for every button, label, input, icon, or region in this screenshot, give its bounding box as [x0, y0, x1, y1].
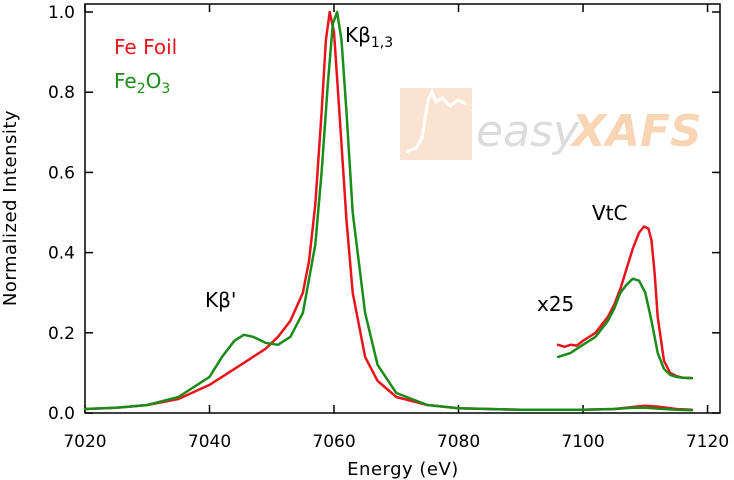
annotation-kb13-main: Kβ [345, 23, 371, 47]
y-tick-label: 0.4 [48, 244, 75, 264]
x-tick-label: 7060 [312, 432, 355, 452]
y-tick-label: 0.8 [48, 83, 75, 103]
annotation-vtc: VtC [592, 201, 628, 225]
annotation-x25: x25 [537, 292, 574, 316]
x-axis-title: Energy (eV) [347, 459, 459, 480]
legend-fe2o3-sub1: 2 [137, 81, 146, 97]
watermark-logo: easy XAFS [400, 88, 702, 160]
annotation-kb13-sub: 1,3 [371, 35, 393, 51]
y-axis-title: Normalized Intensity [0, 110, 21, 306]
watermark-easy: easy [476, 106, 580, 157]
watermark-logo-curve [405, 88, 467, 154]
annotation-kb13: Kβ1,3 [345, 23, 393, 51]
axis-ticks: 7020 7040 7060 7080 7100 7120 0.0 0.2 0.4 0.6 0.8 1… [48, 3, 729, 452]
legend-fe2o3-o: O [146, 69, 162, 93]
plot-frame [84, 3, 721, 414]
x-tick-label: 7100 [561, 432, 604, 452]
y-tick-label: 0.2 [48, 324, 75, 344]
legend-fe-foil: Fe Foil [114, 35, 177, 59]
series-line-2 [556, 225, 694, 380]
legend-fe2o3: Fe2O3 [114, 69, 170, 97]
x-tick-label: 7040 [188, 432, 231, 452]
legend-fe2o3-fe: Fe [114, 69, 137, 93]
x-tick-label: 7020 [63, 432, 106, 452]
legend-fe2o3-sub2: 3 [161, 81, 170, 97]
y-tick-label: 1.0 [48, 3, 75, 23]
series-layer [83, 10, 694, 412]
watermark-xafs: XAFS [569, 106, 702, 157]
annotation-kbprime: Kβ' [205, 288, 236, 312]
x-tick-label: 7120 [686, 432, 729, 452]
legend-fe-foil-label: Fe Foil [114, 35, 177, 59]
series-line-3 [556, 277, 694, 380]
series-line-1 [83, 10, 694, 412]
y-tick-label: 0.6 [48, 163, 75, 183]
x-tick-label: 7080 [437, 432, 480, 452]
watermark-logo-box [400, 88, 472, 160]
y-tick-label: 0.0 [48, 404, 75, 424]
